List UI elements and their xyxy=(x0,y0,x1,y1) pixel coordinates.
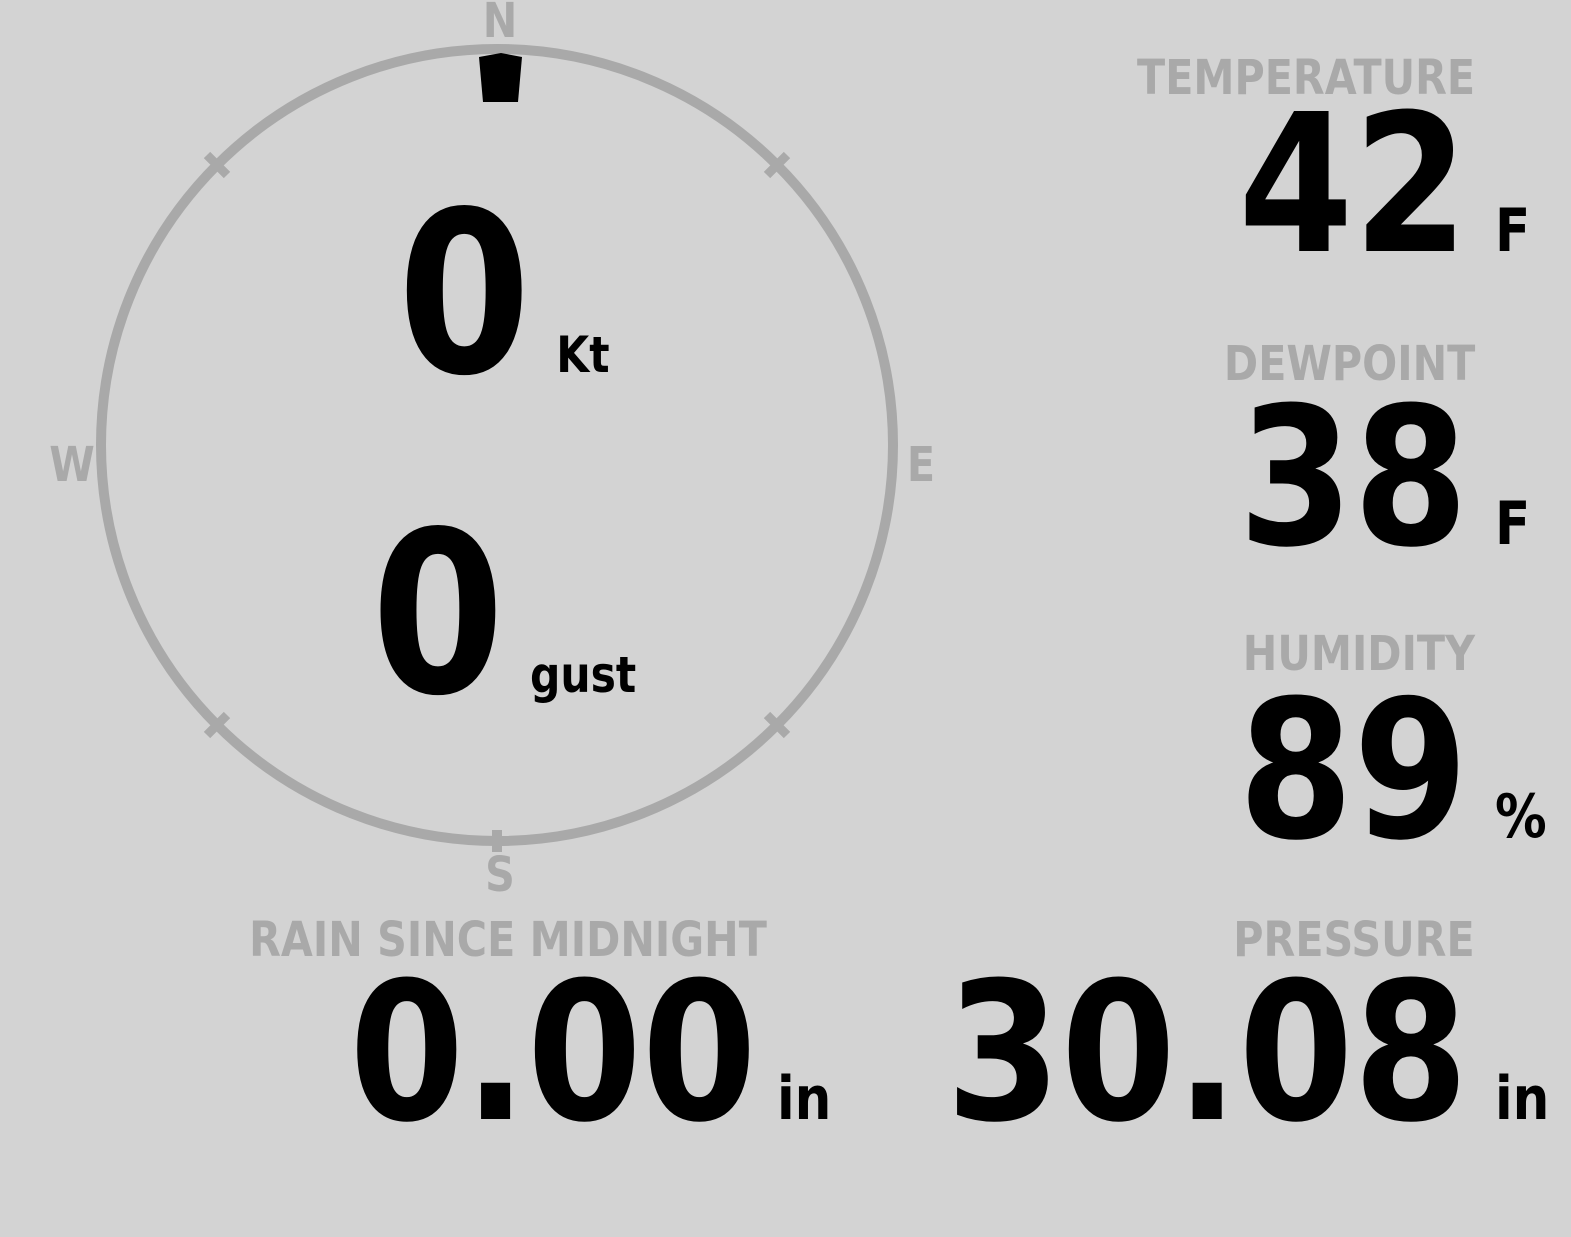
wind-speed-row: 0 Kt xyxy=(104,183,904,408)
rain-value: 0.00 xyxy=(349,942,757,1165)
temperature-label: TEMPERATURE xyxy=(1136,50,1475,106)
rain-label: RAIN SINCE MIDNIGHT xyxy=(249,912,767,968)
compass-tick-se xyxy=(763,711,791,739)
dewpoint-label: DEWPOINT xyxy=(1223,336,1475,392)
compass-tick-nw xyxy=(203,151,231,179)
dewpoint-unit: F xyxy=(1495,489,1531,559)
humidity-value: 89 xyxy=(1238,660,1468,883)
humidity-label: HUMIDITY xyxy=(1242,626,1475,682)
compass-label-north: N xyxy=(482,0,518,49)
temperature-value: 42 xyxy=(1238,74,1468,297)
pressure-value: 30.08 xyxy=(945,942,1468,1165)
wind-speed-value: 0 xyxy=(398,164,532,426)
pressure-unit: in xyxy=(1495,1064,1550,1134)
wind-speed-unit: Kt xyxy=(556,326,610,384)
wind-gust-row: 0 gust xyxy=(104,503,904,728)
compass-tick-ne xyxy=(763,151,791,179)
dewpoint-value: 38 xyxy=(1238,367,1468,590)
humidity-unit: % xyxy=(1495,782,1547,852)
rain-unit: in xyxy=(777,1064,832,1134)
wind-gust-value: 0 xyxy=(371,484,505,746)
compass-tick-sw xyxy=(203,711,231,739)
wind-direction-pointer-icon xyxy=(479,53,522,102)
wind-gust-unit: gust xyxy=(530,646,637,704)
compass-label-west: W xyxy=(49,437,95,493)
wind-compass xyxy=(96,44,898,852)
temperature-unit: F xyxy=(1495,196,1531,266)
pressure-label: PRESSURE xyxy=(1233,912,1475,968)
compass-label-south: S xyxy=(485,847,515,903)
compass-label-east: E xyxy=(906,437,936,493)
